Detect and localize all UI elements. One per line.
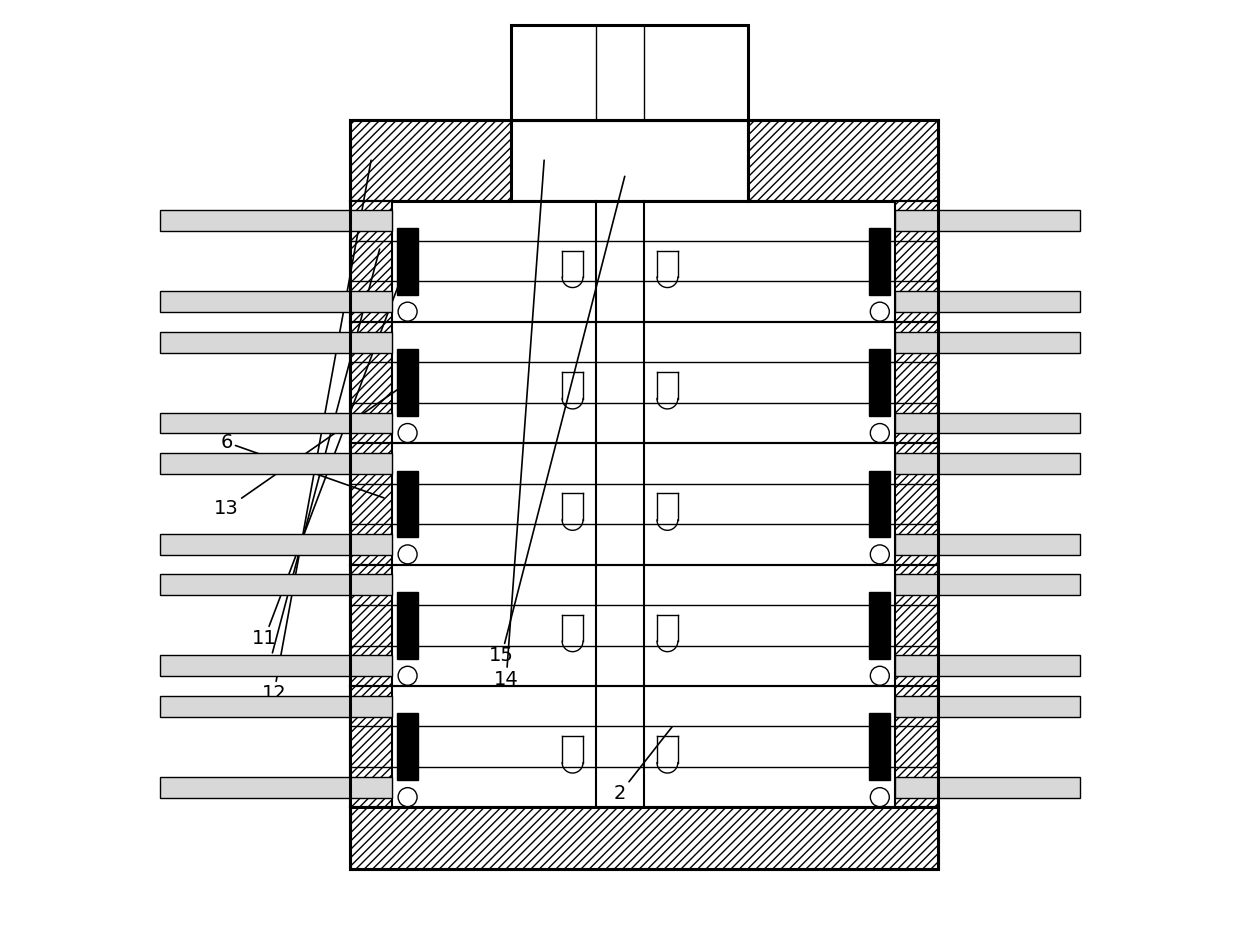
Bar	[397, 349, 418, 416]
Bar	[160, 777, 392, 798]
Bar	[869, 349, 890, 416]
Circle shape	[870, 667, 889, 686]
Circle shape	[398, 787, 417, 806]
Text: 15: 15	[489, 176, 625, 665]
Bar	[160, 655, 392, 676]
Bar	[895, 655, 1080, 676]
Bar	[160, 574, 392, 595]
Text: 6: 6	[221, 433, 384, 498]
Bar	[748, 120, 937, 201]
Bar	[350, 120, 511, 201]
Bar	[397, 228, 418, 295]
Bar	[397, 713, 418, 780]
Bar	[895, 453, 1080, 474]
Circle shape	[870, 787, 889, 806]
Bar	[160, 332, 392, 353]
Bar	[511, 25, 748, 120]
Bar	[350, 201, 392, 807]
Bar	[160, 453, 392, 474]
Bar	[895, 413, 1080, 434]
Bar	[160, 696, 392, 717]
Bar	[160, 210, 392, 231]
Circle shape	[398, 545, 417, 564]
Bar	[895, 201, 937, 807]
Bar	[895, 291, 1080, 312]
Text: 12: 12	[262, 160, 371, 703]
Bar	[397, 592, 418, 659]
Bar	[869, 471, 890, 537]
Bar	[160, 413, 392, 434]
Circle shape	[398, 423, 417, 442]
Bar	[869, 592, 890, 659]
Text: 16: 16	[257, 249, 379, 674]
Circle shape	[398, 302, 417, 321]
Bar	[895, 534, 1080, 554]
Bar	[895, 210, 1080, 231]
Circle shape	[870, 423, 889, 442]
Bar	[160, 291, 392, 312]
Bar	[895, 574, 1080, 595]
Circle shape	[870, 545, 889, 564]
Bar	[869, 228, 890, 295]
Bar	[397, 471, 418, 537]
Bar	[895, 696, 1080, 717]
Bar	[895, 332, 1080, 353]
Text: 14: 14	[494, 160, 544, 689]
Bar	[511, 120, 748, 201]
Circle shape	[398, 667, 417, 686]
Bar	[350, 120, 937, 869]
Text: 11: 11	[252, 262, 408, 648]
Text: 2: 2	[614, 727, 672, 803]
Bar	[160, 534, 392, 554]
Text: 13: 13	[215, 382, 408, 518]
Bar	[869, 713, 890, 780]
Circle shape	[870, 302, 889, 321]
Bar	[895, 777, 1080, 798]
Bar	[350, 807, 937, 869]
